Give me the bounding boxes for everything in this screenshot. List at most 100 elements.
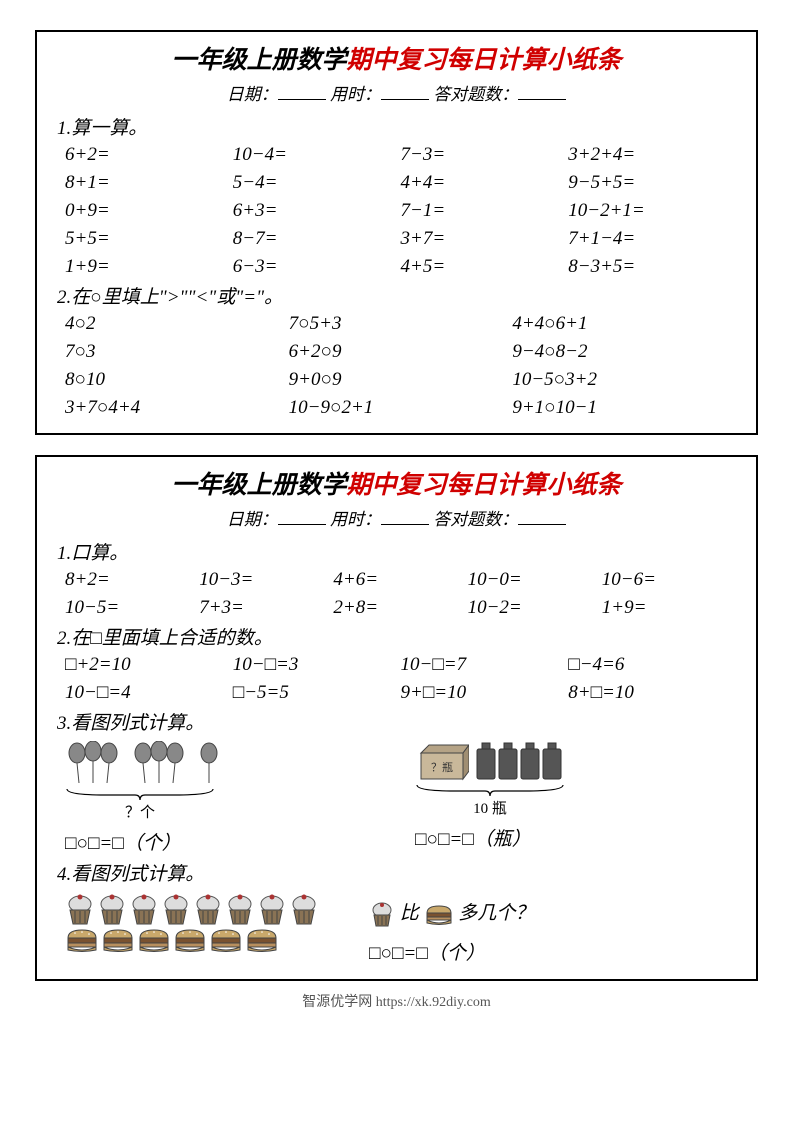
date-blank[interactable] (278, 86, 326, 100)
problem-cell: 7−3= (401, 144, 569, 166)
balloon-group-icon (131, 741, 191, 785)
problem-cell: 5+5= (65, 228, 233, 250)
problem-cell: 3+2+4= (568, 144, 736, 166)
date-blank[interactable] (278, 511, 326, 525)
cupcake-icon (65, 894, 95, 926)
worksheet-title: 一年级上册数学期中复习每日计算小纸条 (57, 465, 736, 501)
cupcake-icon (257, 894, 287, 926)
section-4-right: 比 多几个？ □○□=□（个） (369, 898, 534, 965)
burger-icon (173, 928, 207, 954)
problem-cell: 8○10 (65, 369, 289, 391)
worksheet-1: 一年级上册数学期中复习每日计算小纸条 日期： 用时： 答对题数： 1.算一算。 … (35, 30, 758, 435)
problem-cell: 8−7= (233, 228, 401, 250)
problem-cell: 10−□=4 (65, 682, 233, 704)
balloon-group-icon (65, 741, 125, 785)
section-4-content: 比 多几个？ □○□=□（个） (57, 890, 736, 965)
time-blank[interactable] (381, 511, 429, 525)
problem-cell: 10−6= (602, 569, 736, 591)
score-blank[interactable] (518, 511, 566, 525)
bottles-block: ？瓶 10 瓶 □○□=□（瓶） (415, 741, 675, 855)
section-3-heading: 3.看图列式计算。 (57, 708, 736, 735)
meta-time-label: 用时： (330, 85, 381, 104)
meta-time-label: 用时： (330, 510, 381, 529)
meta-date-label: 日期： (227, 85, 278, 104)
meta-date-label: 日期： (227, 510, 278, 529)
problem-cell: 0+9= (65, 200, 233, 222)
cupcake-icon (225, 894, 255, 926)
problem-cell: 6+2○9 (289, 341, 513, 363)
cupcake-icon (161, 894, 191, 926)
problem-cell: 4○2 (65, 313, 289, 335)
problem-cell: 10−9○2+1 (289, 397, 513, 419)
burger-icon (209, 928, 243, 954)
burger-icon (424, 904, 454, 926)
problem-cell: 5−4= (233, 172, 401, 194)
section-1-heading: 1.口算。 (57, 538, 736, 565)
cupcake-icon (289, 894, 319, 926)
page-footer: 智源优学网 https://xk.92diy.com (35, 991, 758, 1011)
section-3-pictures: ？个 □○□=□（个） ？瓶 (57, 741, 736, 855)
meta-score-label: 答对题数： (433, 85, 518, 104)
worksheet-2: 一年级上册数学期中复习每日计算小纸条 日期： 用时： 答对题数： 1.口算。 8… (35, 455, 758, 981)
problem-cell: 10−3= (199, 569, 333, 591)
cupcake-icon (369, 902, 395, 928)
problem-cell: 7+3= (199, 597, 333, 619)
worksheet-title: 一年级上册数学期中复习每日计算小纸条 (57, 40, 736, 76)
score-blank[interactable] (518, 86, 566, 100)
problem-cell: 4+4○6+1 (512, 313, 736, 335)
burger-icon (137, 928, 171, 954)
balloon-single-icon (197, 741, 221, 785)
problem-cell: 9−4○8−2 (512, 341, 736, 363)
problem-cell: 4+6= (333, 569, 467, 591)
bottles-equation: □○□=□（瓶） (415, 824, 531, 851)
problem-cell: 7+1−4= (568, 228, 736, 250)
title-black: 一年级上册数学 (171, 472, 346, 499)
title-red: 期中复习每日计算小纸条 (347, 47, 622, 74)
problem-cell: 10−5= (65, 597, 199, 619)
section-2-grid: □+2=1010−□=310−□=7□−4=610−□=4□−5=59+□=10… (57, 654, 736, 704)
bottles-label: 10 瓶 (415, 797, 565, 818)
problem-cell: 9+1○10−1 (512, 397, 736, 419)
meta-score-label: 答对题数： (433, 510, 518, 529)
meta-row: 日期： 用时： 答对题数： (57, 505, 736, 530)
problem-cell: 10−0= (468, 569, 602, 591)
problem-cell: 6−3= (233, 256, 401, 278)
section-1-heading: 1.算一算。 (57, 113, 736, 140)
problem-cell: 7−1= (401, 200, 569, 222)
problem-cell: □−4=6 (568, 654, 736, 676)
problem-cell: 8+□=10 (568, 682, 736, 704)
compare-prefix: 比 (400, 903, 419, 924)
section-1-grid: 6+2=10−4=7−3=3+2+4=8+1=5−4=4+4=9−5+5=0+9… (57, 144, 736, 278)
brace-icon (65, 787, 215, 801)
box-label: ？瓶 (431, 760, 453, 774)
section-4-equation: □○□=□（个） (369, 938, 534, 965)
compare-line: 比 多几个？ (369, 898, 534, 928)
problem-cell: 1+9= (65, 256, 233, 278)
cupcake-row (57, 894, 319, 926)
balloons-block: ？个 □○□=□（个） (65, 741, 295, 855)
problem-cell: 1+9= (602, 597, 736, 619)
problem-cell: 4+5= (401, 256, 569, 278)
burger-icon (65, 928, 99, 954)
box-icon: ？瓶 (415, 741, 469, 781)
meta-row: 日期： 用时： 答对题数： (57, 80, 736, 105)
problem-cell: 10−4= (233, 144, 401, 166)
problem-cell: 8+1= (65, 172, 233, 194)
problem-cell: 9+□=10 (401, 682, 569, 704)
problem-cell: 7○5+3 (289, 313, 513, 335)
burger-icon (101, 928, 135, 954)
problem-cell: 6+2= (65, 144, 233, 166)
problem-cell: 3+7= (401, 228, 569, 250)
cupcake-icon (97, 894, 127, 926)
section-1-grid: 8+2=10−3=4+6=10−0=10−6=10−5=7+3=2+8=10−2… (57, 569, 736, 619)
bottles-icon (475, 741, 565, 781)
time-blank[interactable] (381, 86, 429, 100)
problem-cell: 4+4= (401, 172, 569, 194)
problem-cell: 10−□=3 (233, 654, 401, 676)
problem-cell: 3+7○4+4 (65, 397, 289, 419)
problem-cell: □+2=10 (65, 654, 233, 676)
section-2-grid: 4○27○5+34+4○6+17○36+2○99−4○8−28○109+0○91… (57, 313, 736, 419)
brace-icon (415, 783, 565, 797)
section-4-heading: 4.看图列式计算。 (57, 859, 736, 886)
problem-cell: 2+8= (333, 597, 467, 619)
